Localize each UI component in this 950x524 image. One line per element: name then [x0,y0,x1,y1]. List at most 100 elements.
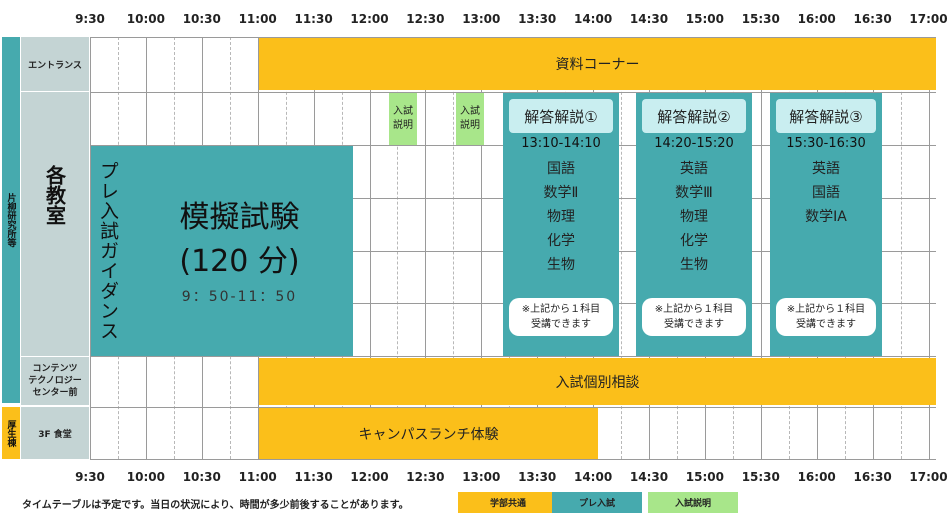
answer-session-3-subjects: 英語 国語 数学ⅠA [770,157,882,229]
grid-line-vertical [760,37,762,459]
event-individual-consultation[interactable]: 入試個別相談 [259,358,936,405]
subject-item: 英語 [680,161,708,177]
event-pre-guidance-label: プレ入試ガイダンス [97,161,119,341]
answer-session-3-note: ※上記から１科目 受講できます [776,298,876,336]
grid-line-vertical [90,37,91,459]
answer-session-1-subjects: 国語 数学Ⅱ 物理 化学 生物 [503,157,619,277]
footer-note: タイムテーブルは予定です。当日の状況により、時間が多少前後することがあります。 [22,500,409,511]
time-tick-bottom: 14:00 [573,470,613,484]
answer-session-2-note-line2: 受講できます [664,319,724,330]
event-mock-exam[interactable]: 模擬試験 (120 分) 9：50-11：50 [126,146,353,356]
legend-item-common: 学部共通 [458,492,558,513]
subject-item: 生物 [680,257,708,273]
time-tick-bottom: 11:00 [238,470,277,484]
answer-session-3-time: 15:30-16:30 [786,136,866,151]
time-tick-top: 12:00 [350,12,389,26]
row-label-contents: コンテンツ テクノロジー センター前 [21,357,89,405]
legend-label-common: 学部共通 [489,499,526,509]
grid-line-vertical [425,37,427,459]
building-label-welfare: 厚生棟 [2,407,20,459]
row-label-contents-line2: テクノロジー [28,376,82,386]
row-label-classroom-holder: 各教室 [21,145,89,245]
answer-session-3-note-line2: 受講できます [796,319,856,330]
answer-session-1-title: 解答解説① [509,99,613,133]
grid-line-vertical [453,37,455,459]
grid-line-vertical [369,37,371,459]
grid-line-horizontal [90,407,936,408]
event-pre-guidance[interactable]: プレ入試ガイダンス [91,146,126,356]
row-label-cafeteria-text: 3F 食堂 [38,429,72,440]
time-tick-top: 17:00 [909,12,948,26]
event-admission-info-1-line1: 入試 [393,106,413,117]
time-tick-top: 14:30 [629,12,669,26]
building-label-main: 片柳研究所等 [2,37,20,403]
subject-item: 物理 [680,209,708,225]
grid-line-vertical [900,37,902,459]
subject-item: 英語 [812,161,840,177]
grid-line-vertical [397,37,399,459]
grid-line-vertical [481,37,483,459]
grid-line-vertical [928,37,930,459]
event-materials-corner-label: 資料コーナー [555,57,640,73]
time-tick-bottom: 15:30 [741,470,780,484]
event-admission-info-2-line2: 説明 [460,120,480,131]
time-tick-top: 16:30 [853,12,892,26]
answer-session-1[interactable]: 解答解説① 13:10-14:10 国語 数学Ⅱ 物理 化学 生物 ※上記から１… [503,93,619,356]
row-label-entrance-text: エントランス [28,60,82,71]
time-tick-top: 15:00 [685,12,724,26]
time-tick-top: 16:00 [797,12,836,26]
time-tick-bottom: 10:00 [126,470,165,484]
time-tick-bottom: 10:30 [182,470,221,484]
time-tick-top: 12:30 [406,12,445,26]
time-tick-top: 13:00 [462,12,501,26]
answer-session-2-title: 解答解説② [642,99,746,133]
event-admission-info-1[interactable]: 入試 説明 [389,93,417,145]
time-tick-bottom: 11:30 [294,470,333,484]
event-individual-consultation-label: 入試個別相談 [555,374,640,391]
answer-session-3-title: 解答解説③ [776,99,876,133]
grid-line-vertical [621,37,623,459]
row-label-entrance: エントランス [21,37,89,91]
event-admission-info-2[interactable]: 入試 説明 [456,93,484,145]
answer-session-1-time: 13:10-14:10 [521,136,601,151]
answer-session-2-note-line1: ※上記から１科目 [654,304,734,315]
legend-label-admission-info: 入試説明 [674,499,711,509]
answer-session-1-note: ※上記から１科目 受講できます [509,298,613,336]
time-tick-top: 11:00 [238,12,277,26]
answer-session-3-note-line1: ※上記から１科目 [786,304,866,315]
answer-session-1-note-line1: ※上記から１科目 [521,304,601,315]
time-tick-top: 11:30 [294,12,333,26]
time-tick-bottom: 17:00 [909,470,948,484]
time-tick-top: 10:30 [182,12,221,26]
grid-line-horizontal [90,37,936,38]
answer-session-2-time: 14:20-15:20 [654,136,734,151]
subject-item: 国語 [547,161,575,177]
time-tick-bottom: 12:30 [406,470,445,484]
subject-item: 国語 [812,185,840,201]
event-admission-info-2-line1: 入試 [460,106,480,117]
grid-line-horizontal [90,92,936,93]
subject-item: 生物 [547,257,575,273]
event-admission-info-1-line2: 説明 [393,120,413,131]
event-campus-lunch[interactable]: キャンパスランチ体験 [259,408,598,459]
time-tick-bottom: 9:30 [75,470,105,484]
subject-item: 数学Ⅲ [675,185,713,201]
time-tick-top: 9:30 [75,12,105,26]
event-materials-corner[interactable]: 資料コーナー [259,38,936,90]
row-label-classroom-text: 各教室 [42,165,67,225]
mock-exam-duration: (120 分) [179,244,300,279]
subject-item: 化学 [547,233,575,249]
subject-item: 物理 [547,209,575,225]
time-tick-top: 10:00 [126,12,165,26]
mock-exam-title: 模擬試験 [179,200,300,235]
time-tick-bottom: 15:00 [685,470,724,484]
building-label-main-text: 片柳研究所等 [5,193,16,247]
answer-session-3[interactable]: 解答解説③ 15:30-16:30 英語 国語 数学ⅠA ※上記から１科目 受講… [770,93,882,356]
grid-line-horizontal [90,356,936,357]
subject-item: 化学 [680,233,708,249]
legend-swatch-admission-info [648,492,738,513]
answer-session-2[interactable]: 解答解説② 14:20-15:20 英語 数学Ⅲ 物理 化学 生物 ※上記から１… [636,93,752,356]
time-tick-bottom: 12:00 [350,470,389,484]
grid-line-horizontal [90,459,936,460]
building-label-welfare-text: 厚生棟 [5,419,16,447]
